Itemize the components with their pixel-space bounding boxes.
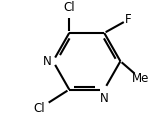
Text: Cl: Cl: [63, 1, 75, 14]
Text: Me: Me: [132, 72, 149, 85]
Text: N: N: [43, 55, 52, 68]
Text: Cl: Cl: [34, 102, 45, 115]
Text: F: F: [125, 13, 132, 26]
Text: N: N: [100, 92, 109, 105]
